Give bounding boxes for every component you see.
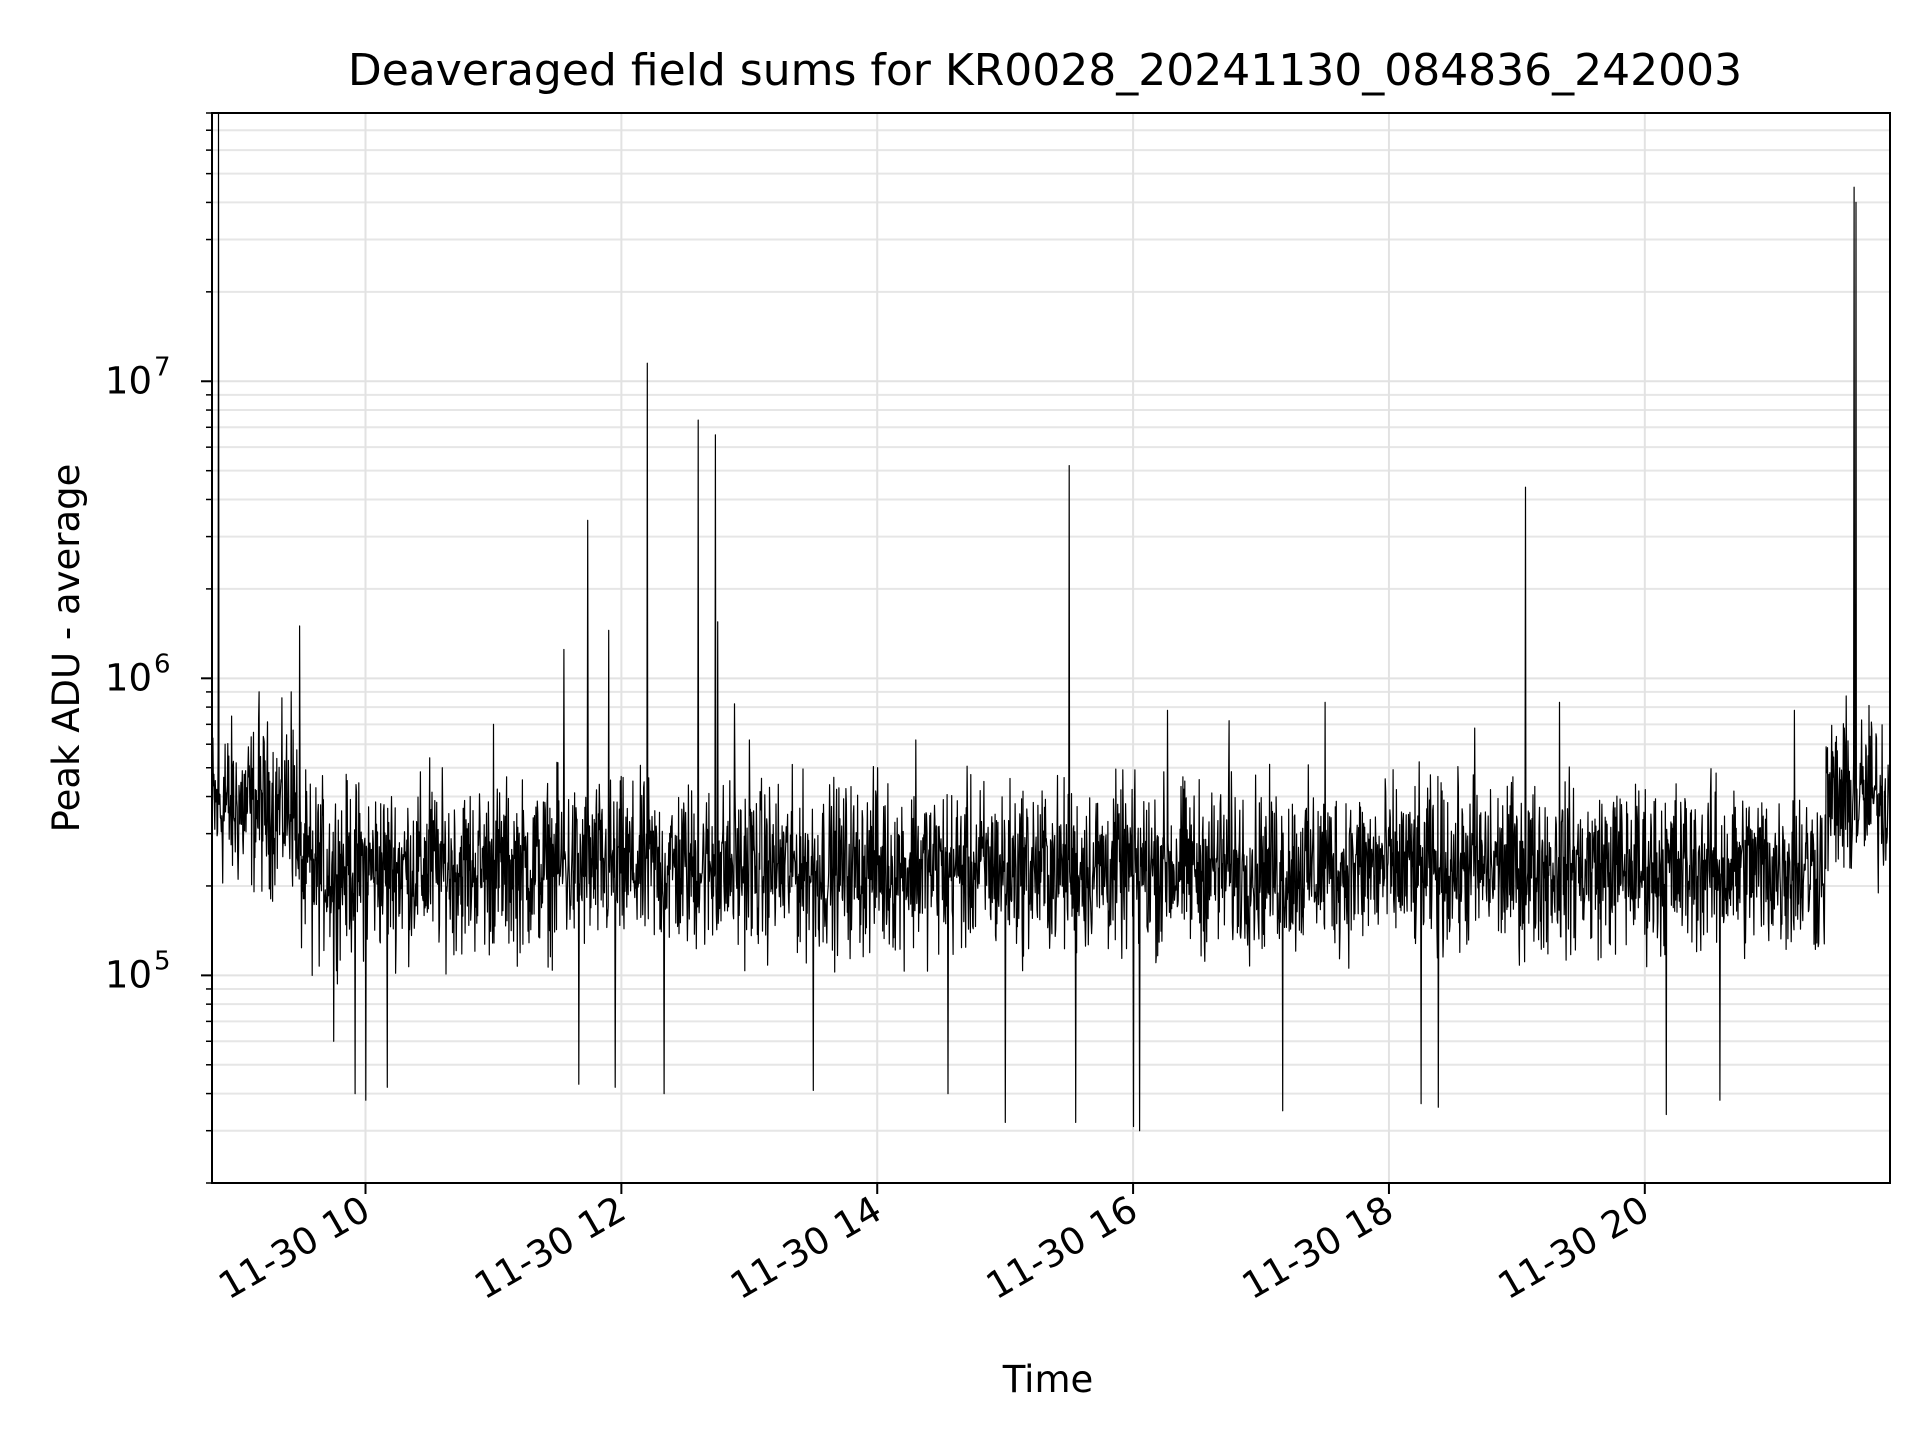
- x-axis-label: Time: [1002, 1358, 1094, 1401]
- y-tick-label: 10: [105, 953, 152, 996]
- series-line: [211, 112, 1891, 1132]
- y-axis-label: Peak ADU - average: [45, 464, 88, 833]
- y-tick-label-exponent: 7: [154, 352, 171, 382]
- y-tick-label-exponent: 5: [154, 946, 171, 976]
- data-series: [211, 112, 1891, 1132]
- y-tick-label-exponent: 6: [154, 649, 171, 679]
- plot-frame: [211, 112, 1891, 1184]
- plot-area: [212, 113, 1890, 1183]
- chart-title: Deaveraged field sums for KR0028_2024113…: [348, 45, 1742, 96]
- y-tick-label: 10: [105, 359, 152, 402]
- y-tick-label: 10: [105, 656, 152, 699]
